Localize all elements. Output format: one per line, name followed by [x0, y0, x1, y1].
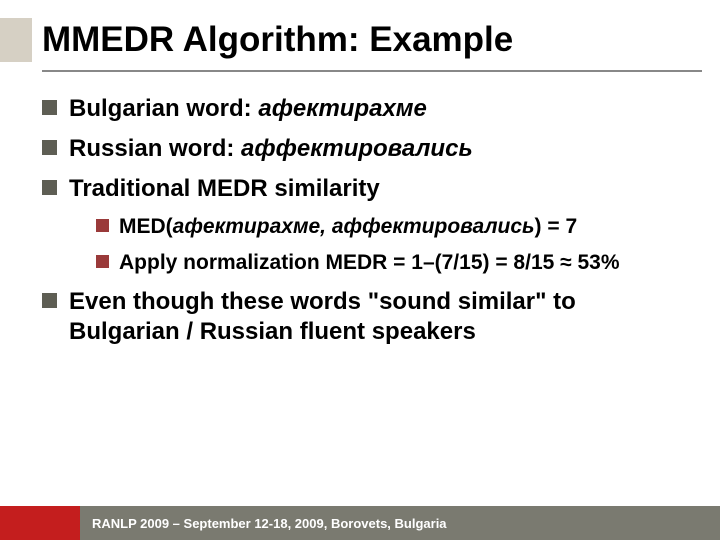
- title-underline: [42, 70, 702, 72]
- sub-bullet-item: MED(афектирахме, аффектировались) = 7: [96, 214, 690, 240]
- bullet-text: Traditional MEDR similarity: [69, 174, 380, 204]
- content-area: Bulgarian word: афектирахме Russian word…: [0, 82, 720, 347]
- bullet-square-icon: [42, 293, 57, 308]
- bullet-text: Russian word: аффектировались: [69, 134, 473, 164]
- bullet-item: Bulgarian word: афектирахме: [42, 94, 690, 124]
- sub-bullet-text: Apply normalization MEDR = 1–(7/15) = 8/…: [119, 250, 620, 276]
- title-accent-bar: [0, 18, 32, 62]
- sub-bullet-square-icon: [96, 219, 109, 232]
- bullet-square-icon: [42, 180, 57, 195]
- footer-text: RANLP 2009 – September 12-18, 2009, Boro…: [92, 516, 447, 531]
- footer-accent: [0, 506, 80, 540]
- title-row: MMEDR Algorithm: Example: [0, 0, 720, 70]
- bullet-square-icon: [42, 100, 57, 115]
- sub-bullet-square-icon: [96, 255, 109, 268]
- sub-bullet-item: Apply normalization MEDR = 1–(7/15) = 8/…: [96, 250, 690, 276]
- bullet-text: Bulgarian word: афектирахме: [69, 94, 427, 124]
- footer: RANLP 2009 – September 12-18, 2009, Boro…: [0, 506, 720, 540]
- sub-pre: MED(: [119, 215, 173, 238]
- bullet-label: Russian word:: [69, 135, 241, 162]
- bullet-item: Even though these words "sound similar" …: [42, 287, 690, 347]
- bullet-italic: афектирахме: [258, 95, 427, 122]
- bullet-item: Traditional MEDR similarity: [42, 174, 690, 204]
- bullet-square-icon: [42, 140, 57, 155]
- bullet-text: Even though these words "sound similar" …: [69, 287, 690, 347]
- sub-bullet-group: MED(афектирахме, аффектировались) = 7 Ap…: [96, 214, 690, 277]
- slide: MMEDR Algorithm: Example Bulgarian word:…: [0, 0, 720, 540]
- bullet-label: Bulgarian word:: [69, 95, 258, 122]
- bullet-item: Russian word: аффектировались: [42, 134, 690, 164]
- sub-italic: афектирахме, аффектировались: [173, 215, 535, 238]
- sub-post: ) = 7: [535, 215, 578, 238]
- bullet-italic: аффектировались: [241, 135, 473, 162]
- footer-bar: RANLP 2009 – September 12-18, 2009, Boro…: [80, 506, 720, 540]
- slide-title: MMEDR Algorithm: Example: [42, 20, 513, 60]
- sub-bullet-text: MED(афектирахме, аффектировались) = 7: [119, 214, 577, 240]
